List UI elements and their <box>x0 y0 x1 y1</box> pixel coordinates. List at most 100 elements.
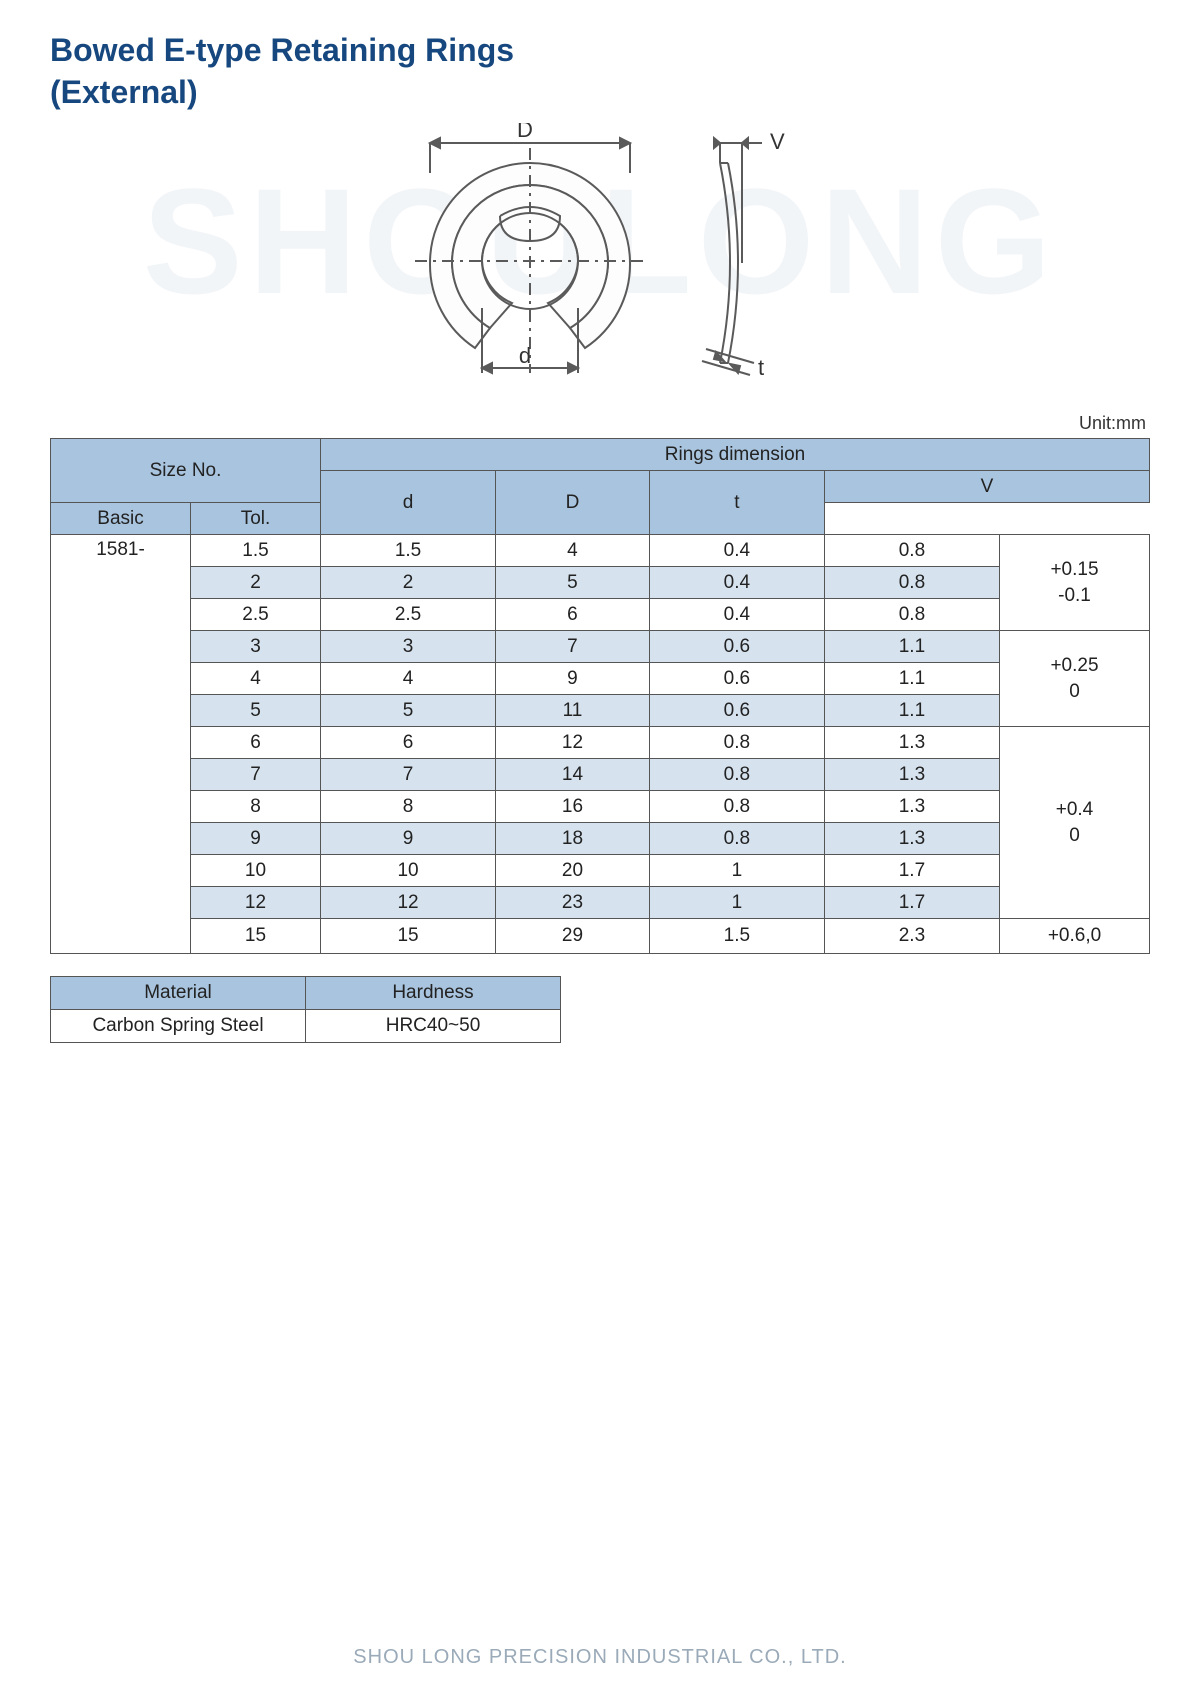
cell-basic: 2.3 <box>824 919 999 954</box>
cell-size: 2 <box>191 567 321 599</box>
cell-basic: 1.3 <box>824 823 999 855</box>
cell-prefix: 1581- <box>51 535 191 954</box>
cell-t: 1 <box>649 855 824 887</box>
col-tol: Tol. <box>191 503 321 535</box>
cell-D: 6 <box>496 599 650 631</box>
cell-d: 9 <box>321 823 496 855</box>
cell-D: 23 <box>496 887 650 919</box>
col-hardness: Hardness <box>306 976 561 1009</box>
cell-D: 7 <box>496 631 650 663</box>
col-basic: Basic <box>51 503 191 535</box>
table-row: 1515291.52.3+0.6,0 <box>51 919 1150 954</box>
cell-d: 6 <box>321 727 496 759</box>
cell-basic: 1.7 <box>824 887 999 919</box>
cell-size: 1.5 <box>191 535 321 567</box>
cell-basic: 0.8 <box>824 599 999 631</box>
title-line-1: Bowed E-type Retaining Rings <box>50 32 514 68</box>
cell-basic: 0.8 <box>824 567 999 599</box>
dim-label-d: d <box>519 343 531 368</box>
cell-d: 2.5 <box>321 599 496 631</box>
cell-size: 7 <box>191 759 321 791</box>
cell-d: 12 <box>321 887 496 919</box>
cell-t: 0.8 <box>649 759 824 791</box>
cell-D: 4 <box>496 535 650 567</box>
cell-d: 8 <box>321 791 496 823</box>
cell-d: 5 <box>321 695 496 727</box>
cell-D: 5 <box>496 567 650 599</box>
cell-tol: +0.6,0 <box>1000 919 1150 954</box>
cell-tol: +0.250 <box>1000 631 1150 727</box>
dim-label-t: t <box>758 355 764 380</box>
cell-size: 9 <box>191 823 321 855</box>
page-title: Bowed E-type Retaining Rings (External) <box>50 30 1150 113</box>
cell-basic: 1.3 <box>824 791 999 823</box>
cell-d: 3 <box>321 631 496 663</box>
col-material: Material <box>51 976 306 1009</box>
footer-company: SHOU LONG PRECISION INDUSTRIAL CO., LTD. <box>0 1646 1200 1669</box>
table-row: 66120.81.3+0.40 <box>51 727 1150 759</box>
cell-size: 4 <box>191 663 321 695</box>
cell-D: 20 <box>496 855 650 887</box>
cell-basic: 1.1 <box>824 663 999 695</box>
cell-d: 4 <box>321 663 496 695</box>
cell-basic: 1.3 <box>824 727 999 759</box>
unit-label: Unit:mm <box>50 413 1150 434</box>
cell-t: 1 <box>649 887 824 919</box>
cell-hardness: HRC40~50 <box>306 1009 561 1042</box>
technical-diagram: D <box>50 123 1150 383</box>
cell-tol: +0.40 <box>1000 727 1150 919</box>
cell-tol: +0.15-0.1 <box>1000 535 1150 631</box>
cell-t: 0.8 <box>649 823 824 855</box>
cell-t: 1.5 <box>649 919 824 954</box>
cell-basic: 1.1 <box>824 631 999 663</box>
table-row: 1581-1.51.540.40.8+0.15-0.1 <box>51 535 1150 567</box>
cell-size: 3 <box>191 631 321 663</box>
cell-size: 6 <box>191 727 321 759</box>
cell-t: 0.6 <box>649 695 824 727</box>
cell-t: 0.6 <box>649 631 824 663</box>
cell-D: 12 <box>496 727 650 759</box>
cell-d: 10 <box>321 855 496 887</box>
material-table: Material Hardness Carbon Spring Steel HR… <box>50 976 561 1043</box>
cell-size: 10 <box>191 855 321 887</box>
table-row: 2.52.560.40.8 <box>51 599 1150 631</box>
cell-D: 18 <box>496 823 650 855</box>
table-row: 2250.40.8 <box>51 567 1150 599</box>
table-row: 99180.81.3 <box>51 823 1150 855</box>
col-size-no: Size No. <box>51 439 321 503</box>
cell-t: 0.8 <box>649 727 824 759</box>
cell-t: 0.4 <box>649 567 824 599</box>
col-rings-dim: Rings dimension <box>321 439 1150 471</box>
cell-D: 11 <box>496 695 650 727</box>
cell-size: 15 <box>191 919 321 954</box>
cell-t: 0.8 <box>649 791 824 823</box>
cell-basic: 1.3 <box>824 759 999 791</box>
table-row: 12122311.7 <box>51 887 1150 919</box>
cell-size: 8 <box>191 791 321 823</box>
dim-label-D: D <box>517 123 533 142</box>
col-d: d <box>321 471 496 535</box>
title-line-2: (External) <box>50 74 198 110</box>
cell-size: 12 <box>191 887 321 919</box>
dim-label-V: V <box>770 129 785 154</box>
col-D: D <box>496 471 650 535</box>
table-row: 55110.61.1 <box>51 695 1150 727</box>
cell-size: 5 <box>191 695 321 727</box>
cell-basic: 0.8 <box>824 535 999 567</box>
cell-D: 9 <box>496 663 650 695</box>
cell-d: 1.5 <box>321 535 496 567</box>
cell-t: 0.4 <box>649 535 824 567</box>
cell-D: 29 <box>496 919 650 954</box>
table-row: 10102011.7 <box>51 855 1150 887</box>
cell-t: 0.6 <box>649 663 824 695</box>
cell-basic: 1.1 <box>824 695 999 727</box>
table-row: 77140.81.3 <box>51 759 1150 791</box>
table-row: 3370.61.1+0.250 <box>51 631 1150 663</box>
table-row: 4490.61.1 <box>51 663 1150 695</box>
col-t: t <box>649 471 824 535</box>
cell-material: Carbon Spring Steel <box>51 1009 306 1042</box>
cell-d: 2 <box>321 567 496 599</box>
cell-t: 0.4 <box>649 599 824 631</box>
cell-d: 7 <box>321 759 496 791</box>
col-V: V <box>824 471 1149 503</box>
